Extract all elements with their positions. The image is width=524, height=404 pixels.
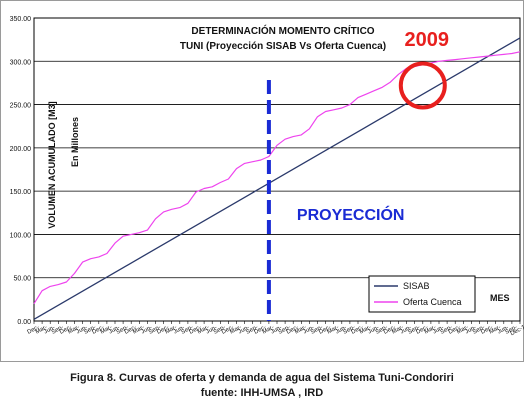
x-tick-label: Jun- [76,325,89,336]
critical-point-circle [398,61,447,110]
x-tick-label: Sep- [51,324,65,335]
x-tick-label: Jun- [464,325,477,336]
y-tick-label: 0.00 [17,319,31,326]
x-tick-label: Mar- [391,325,405,336]
x-tick-label: Sep- [180,324,194,335]
y-tick-label: 150.00 [10,189,32,196]
figure-caption: Figura 8. Curvas de oferta y demanda de … [70,372,454,384]
x-tick-label: Sep- [278,324,292,335]
x-tick-label: Mar- [35,325,49,336]
x-tick-label: Sep- [148,324,162,335]
x-tick-label: Dec- [253,324,267,335]
x-tick-label: Sep- [440,324,454,335]
x-tick-label: Jun- [270,325,283,336]
x-tick-label: Jun- [367,325,380,336]
y-tick-label: 50.00 [13,276,31,283]
y-tick-label: 250.00 [10,103,32,110]
x-tick-label: Jun- [400,325,413,336]
x-tick-label: Sep- [504,324,518,335]
x-tick-label: Jun- [108,325,121,336]
legend-label-oferta-cuenca: Oferta Cuenca [403,297,462,307]
grid-layer [34,60,520,279]
x-tick-label: Mar- [326,325,340,336]
x-tick-label: Dec- [318,324,332,335]
x-tick-label: Mar- [132,325,146,336]
figure-source: fuente: IHH-UMSA , IRD [200,387,324,399]
y-tick-label: 350.00 [10,16,32,23]
x-tick-label: Dec- [91,324,105,335]
x-tick-label: Sep- [213,324,227,335]
x-tick-label: Jun- [140,325,153,336]
x-tick-label: Sep- [310,324,324,335]
x-tick-label: Sep- [83,324,97,335]
x-tick-label: Sep- [375,324,389,335]
x-axis-label: MES [490,293,510,303]
x-tick-label: Dec- [221,324,235,335]
x-tick-label: Mar- [262,325,276,336]
x-tick-label: Mar- [488,325,502,336]
x-tick-label: Sep- [472,324,486,335]
x-tick-label: Dec- [27,324,41,335]
legend-label-sisab: SISAB [403,281,430,291]
x-tick-label: Jun- [173,325,186,336]
x-tick-label: Mar- [197,325,211,336]
y-tick-label: 200.00 [10,146,32,153]
x-tick-label: Mar- [100,325,114,336]
x-tick-label: Dec- [480,324,494,335]
x-tick-label: Dec- [415,324,429,335]
x-tick-label: Sep- [342,324,356,335]
x-tick-label: Dec- [189,324,203,335]
x-tick-label: Mar- [164,325,178,336]
x-axis-ticks: Dec-Mar-Jun-Sep-Dec-Mar-Jun-Sep-Dec-Mar-… [27,321,524,337]
x-tick-label: Mar- [359,325,373,336]
x-tick-label: Jun- [302,325,315,336]
x-tick-label: Jun- [335,325,348,336]
chart-svg: 0.00 50.00 100.00 150.00 200.00 250.00 300.00 3… [0,0,524,362]
series-line-oferta-cuenca [33,51,521,305]
chart-figure: 0.00 50.00 100.00 150.00 200.00 250.00 300.00 3… [0,0,524,362]
x-tick-label: Mar- [67,325,81,336]
y-axis-ticks: 0.00 50.00 100.00 150.00 200.00 250.00 300.00 3… [10,16,32,326]
x-tick-label: Jun- [43,325,56,336]
x-tick-label: Dec- [286,324,300,335]
x-tick-label: Jun- [497,325,510,336]
x-tick-label: Mar- [456,325,470,336]
x-tick-label: Dec- [124,324,138,335]
y-axis-label: VOLUMEN ACUMULADO [M3] [47,101,57,228]
x-tick-label: Dec- [156,324,170,335]
y-axis-unit-label: En Millones [70,117,80,167]
x-tick-label: Dec- [351,324,365,335]
critical-year-label: 2009 [405,29,450,51]
x-tick-label: Mar- [424,325,438,336]
legend: SISAB Oferta Cuenca [368,275,476,313]
y-tick-label: 300.00 [10,59,32,66]
legend-box [368,275,476,313]
x-tick-label: Jun- [432,325,445,336]
x-tick-label: Mar- [229,325,243,336]
series-layer [33,37,521,320]
x-tick-label: Sep- [407,324,421,335]
x-tick-label: Dec- [59,324,73,335]
x-tick-label: Jun- [205,325,218,336]
x-tick-label: Jun- [238,325,251,336]
x-tick-label: Dec- [448,324,462,335]
x-tick-label: Sep- [116,324,130,335]
x-tick-label: Mar- [294,325,308,336]
chart-title: DETERMINACIÓN MOMENTO CRÍTICO [191,24,374,37]
projection-label: PROYECCIÓN [297,205,405,224]
chart-subtitle: TUNI (Proyección SISAB Vs Oferta Cuenca) [180,41,386,52]
y-tick-label: 100.00 [10,232,32,239]
series-line-sisab [33,37,521,320]
x-tick-label: Dec- [383,324,397,335]
x-tick-label: Sep- [245,324,259,335]
